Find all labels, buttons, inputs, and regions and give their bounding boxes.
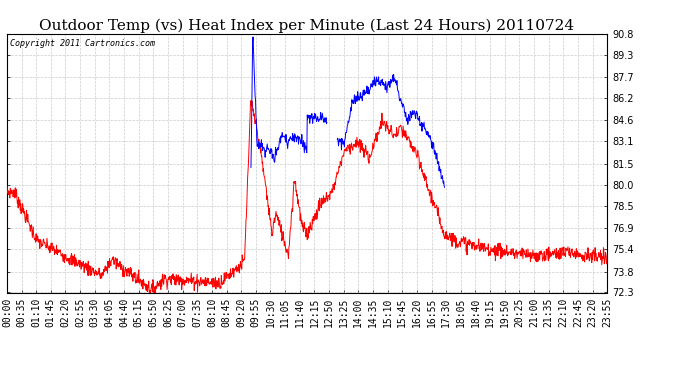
Text: Copyright 2011 Cartronics.com: Copyright 2011 Cartronics.com xyxy=(10,39,155,48)
Title: Outdoor Temp (vs) Heat Index per Minute (Last 24 Hours) 20110724: Outdoor Temp (vs) Heat Index per Minute … xyxy=(39,18,575,33)
